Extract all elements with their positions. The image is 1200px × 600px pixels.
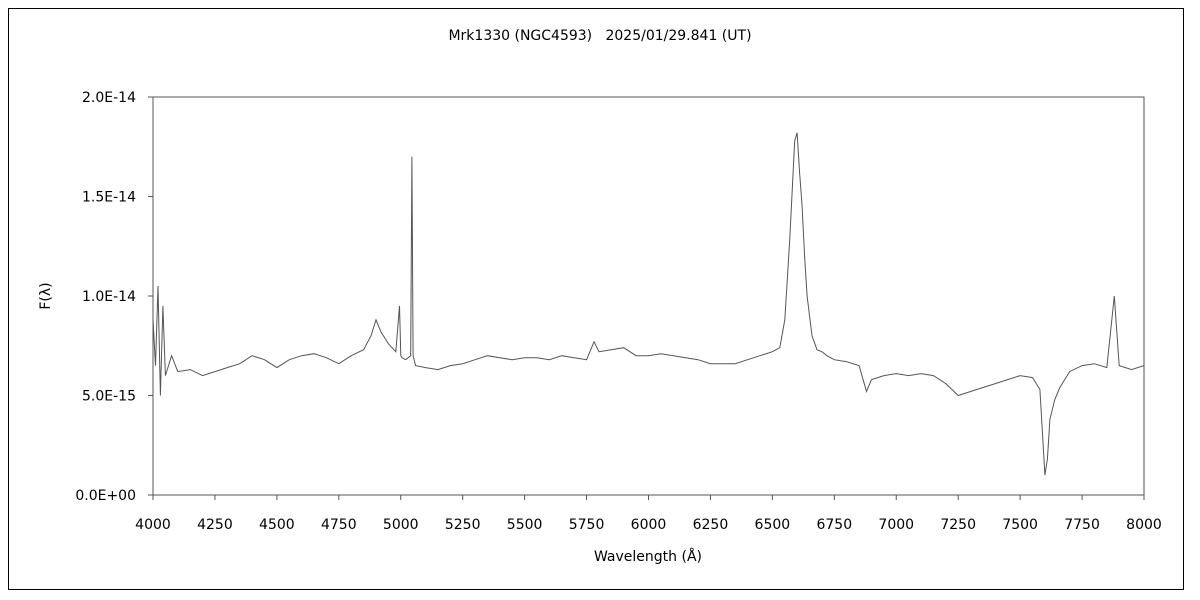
x-tick-label: 5750	[569, 517, 605, 533]
y-tick-label: 0.0E+00	[75, 488, 136, 504]
x-tick-label: 4500	[259, 517, 295, 533]
x-tick-label: 4000	[135, 517, 171, 533]
x-tick-label: 8000	[1126, 517, 1162, 533]
x-tick-label: 6250	[693, 517, 729, 533]
x-tick-label: 5500	[507, 517, 543, 533]
x-tick-label: 7500	[1002, 517, 1038, 533]
y-axis-label: F(λ)	[38, 282, 54, 309]
x-tick-label: 6750	[816, 517, 852, 533]
chart-title: Mrk1330 (NGC4593) 2025/01/29.841 (UT)	[448, 28, 752, 44]
x-tick-label: 4250	[197, 517, 233, 533]
y-ticks: 0.0E+00 5.0E-15 1.0E-14 1.5E-14 2.0E-14	[75, 90, 153, 504]
x-ticks: 4000 4250 4500 4750 5000 5250 5500 5750 6000 6250…	[135, 495, 1162, 533]
x-tick-label: 6000	[631, 517, 667, 533]
x-axis-label: Wavelength (Å)	[594, 548, 702, 565]
y-tick-label: 1.5E-14	[82, 190, 136, 206]
y-tick-label: 1.0E-14	[82, 289, 136, 305]
series-group	[152, 132, 1145, 476]
x-tick-label: 7750	[1064, 517, 1100, 533]
x-tick-label: 7250	[940, 517, 976, 533]
plot-area	[152, 96, 1145, 496]
x-tick-label: 7000	[878, 517, 914, 533]
x-tick-label: 5250	[445, 517, 481, 533]
x-tick-label: 6500	[755, 517, 791, 533]
x-tick-label: 5000	[383, 517, 419, 533]
y-tick-label: 5.0E-15	[82, 389, 136, 405]
y-tick-label: 2.0E-14	[82, 90, 136, 106]
spectrum-line	[152, 132, 1145, 476]
x-tick-label: 4750	[321, 517, 357, 533]
